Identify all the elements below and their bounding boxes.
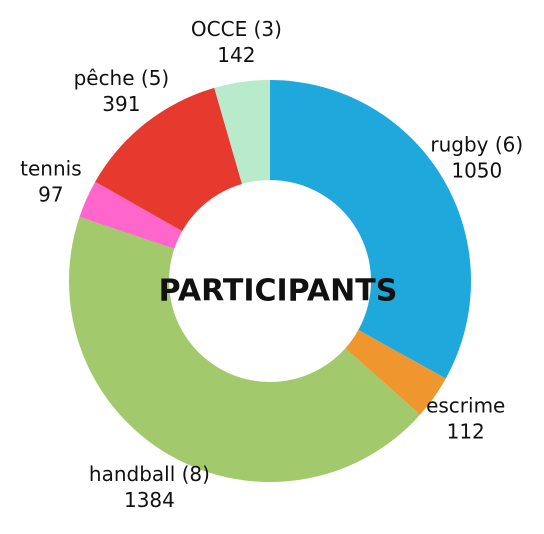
slices [69, 80, 471, 482]
slice [345, 329, 446, 415]
slice [79, 181, 183, 249]
value-label: 97 [38, 183, 63, 207]
slice-label: handball (8) [89, 462, 210, 486]
value-label: 112 [447, 419, 485, 443]
value-label: 1050 [451, 159, 502, 183]
slice [214, 80, 270, 184]
slice-label: OCCE (3) [191, 17, 282, 41]
slice [270, 80, 471, 379]
slice [95, 87, 242, 232]
value-label: 391 [102, 92, 140, 116]
value-label: 1384 [124, 488, 175, 512]
chart-title: PARTICIPANTS [159, 274, 398, 309]
slice-label: pêche (5) [74, 66, 170, 90]
value-label: 142 [217, 43, 255, 67]
slice-label: escrime [426, 393, 505, 417]
slice-label: tennis [20, 157, 81, 181]
slice [69, 216, 421, 482]
slice-label: rugby (6) [430, 133, 523, 157]
